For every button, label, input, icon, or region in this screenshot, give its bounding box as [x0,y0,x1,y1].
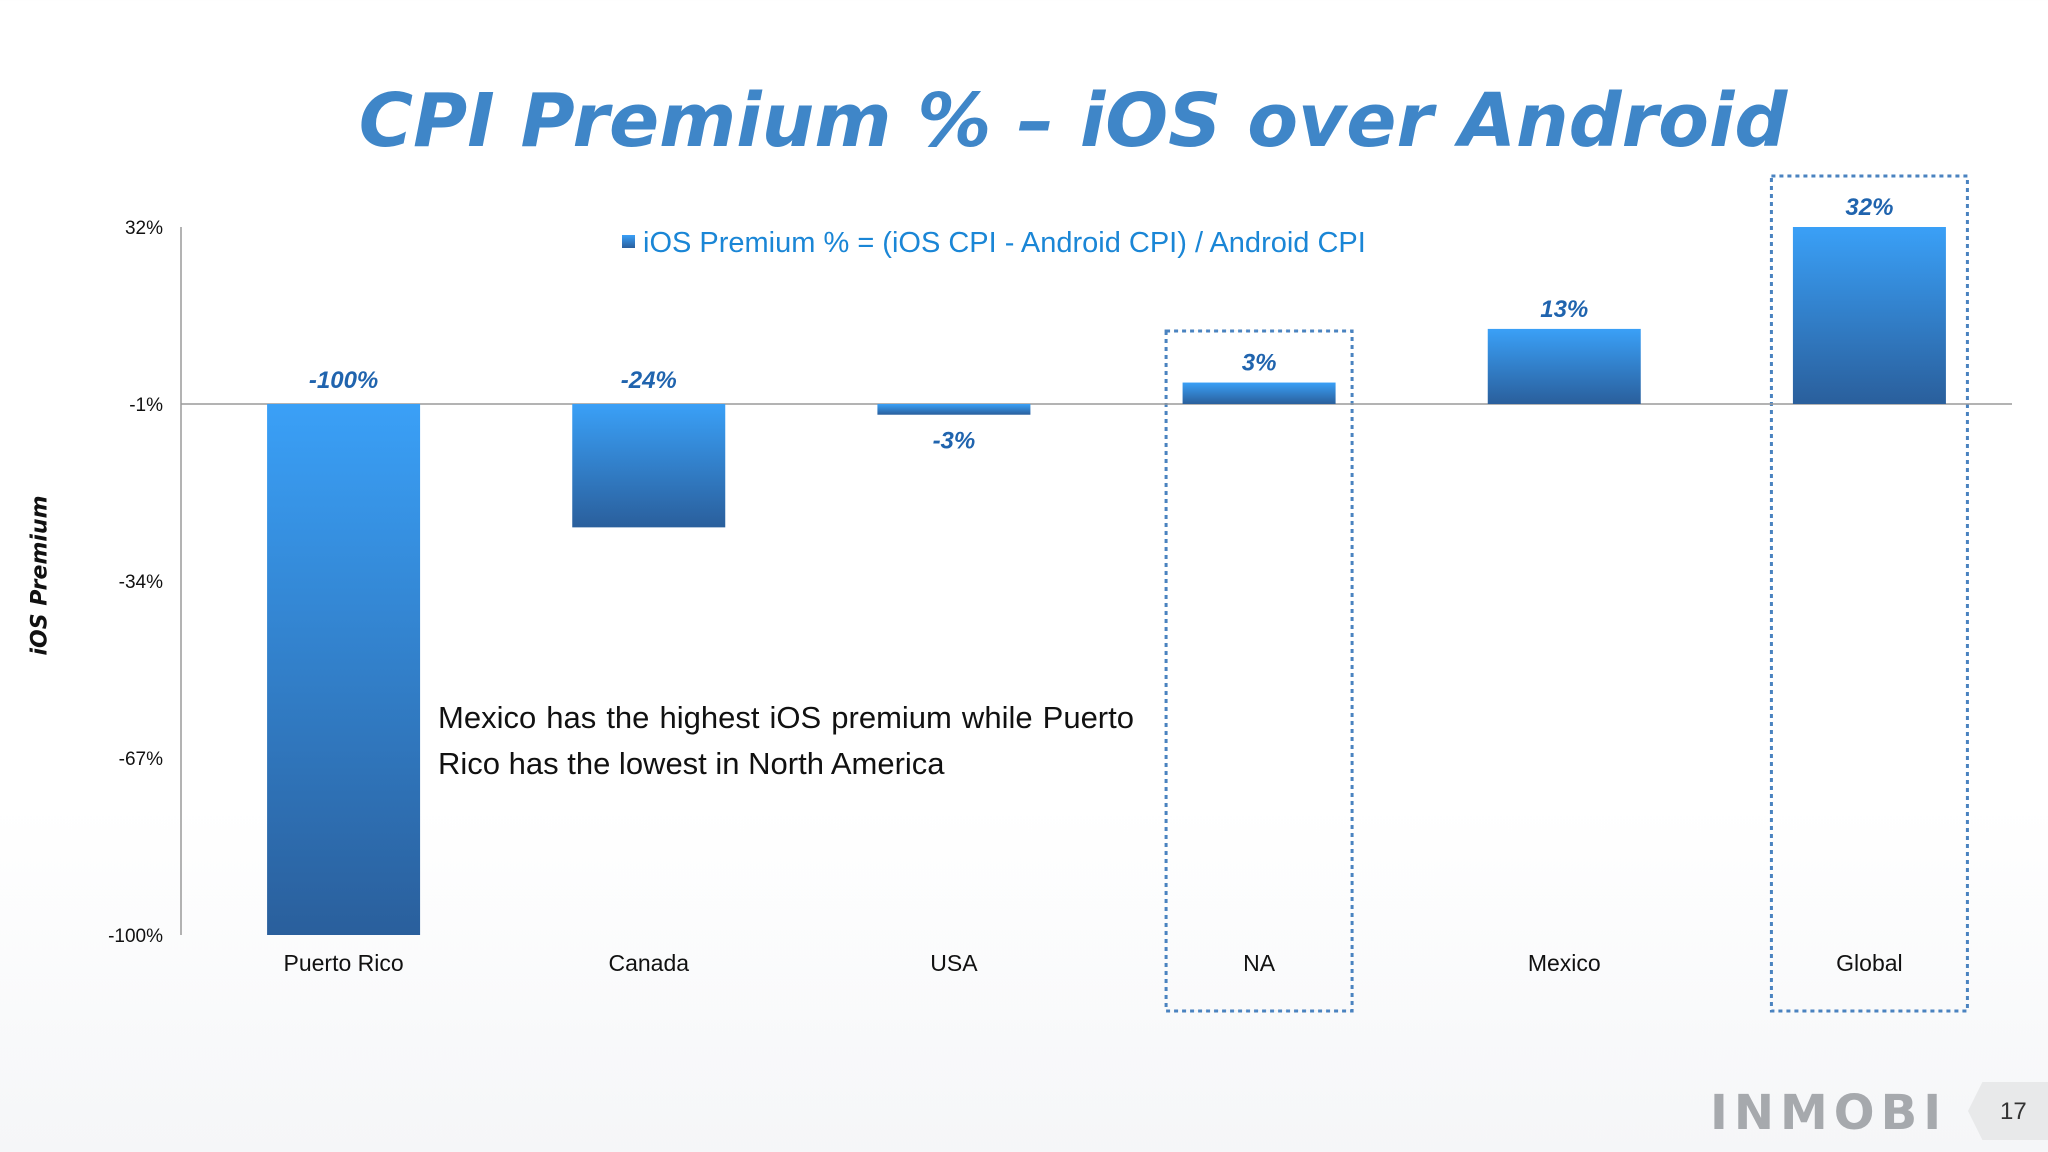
x-tick-label: Canada [608,950,689,976]
bar-usa [877,404,1031,415]
data-label: -100% [309,367,378,394]
y-tick-label: 32% [125,218,163,239]
y-tick-label: -67% [119,749,163,770]
page-number: 17 [2000,1098,2027,1125]
annotation-text: Mexico has the highest iOS premium while… [438,700,1134,781]
bar-mexico [1487,328,1641,404]
bar-na [1182,382,1336,404]
data-label: 3% [1242,350,1277,377]
data-label: 13% [1540,296,1588,323]
legend-label: iOS Premium % = (iOS CPI - Android CPI) … [643,227,1366,259]
chart-title: CPI Premium % – iOS over Android [358,78,1788,164]
inmobi-logo: INMOBI [1710,1085,1948,1141]
y-tick-label: -100% [108,926,163,947]
page-number-tab [1968,1082,2048,1140]
x-tick-label: USA [930,950,978,976]
legend-swatch [622,235,635,248]
x-tick-label: Global [1836,950,1902,976]
bar-global [1792,227,1946,404]
data-label: -3% [933,428,976,455]
bar-puerto-rico [267,404,421,935]
x-tick-label: Puerto Rico [283,950,403,976]
data-label: -24% [621,367,677,394]
y-tick-label: -34% [119,572,163,593]
data-label: 32% [1845,194,1893,221]
y-tick-label: -1% [129,395,163,416]
bar-canada [572,404,726,528]
x-tick-label: NA [1243,950,1276,976]
highlight-box-global [1769,174,1969,1013]
x-tick-label: Mexico [1528,950,1601,976]
highlight-box-na [1164,329,1354,1013]
